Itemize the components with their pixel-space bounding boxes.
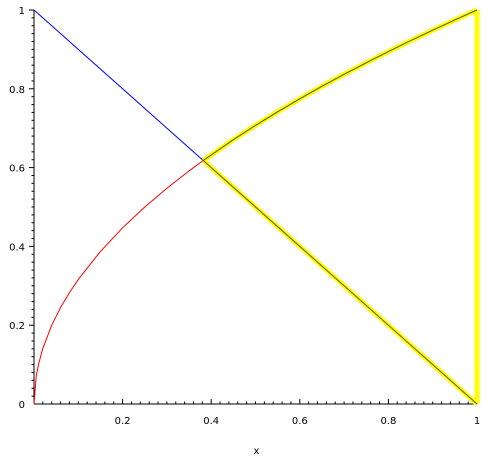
y-tick-label: 0.6 — [9, 164, 25, 175]
series-layer — [33, 7, 480, 406]
y-tick-label: 0.2 — [9, 321, 25, 332]
region-lower-line-edge — [202, 160, 478, 405]
series-line-1 — [33, 160, 204, 405]
x-tick-label: 1 — [474, 416, 480, 427]
x-tick-label: 0.8 — [380, 416, 396, 427]
x-tick-label: 0.4 — [203, 416, 219, 427]
y-tick-label: 0.4 — [9, 242, 25, 253]
region-upper-curve-edge — [202, 9, 478, 161]
y-tick-label: 0.8 — [9, 85, 25, 96]
region-upper-curve-highlight — [201, 7, 479, 163]
y-tick-label: 1 — [19, 6, 25, 17]
y-ticks: 0 0.2 0.4 0.6 0.8 1 — [9, 6, 34, 411]
series-line-0 — [33, 9, 204, 161]
x-tick-label: 0.2 — [115, 416, 131, 427]
x-axis-title: x — [254, 446, 260, 457]
y-tick-label: 0 — [19, 400, 25, 411]
x-ticks: 0.2 0.4 0.6 0.8 1 — [42, 399, 480, 427]
x-tick-label: 0.6 — [292, 416, 308, 427]
